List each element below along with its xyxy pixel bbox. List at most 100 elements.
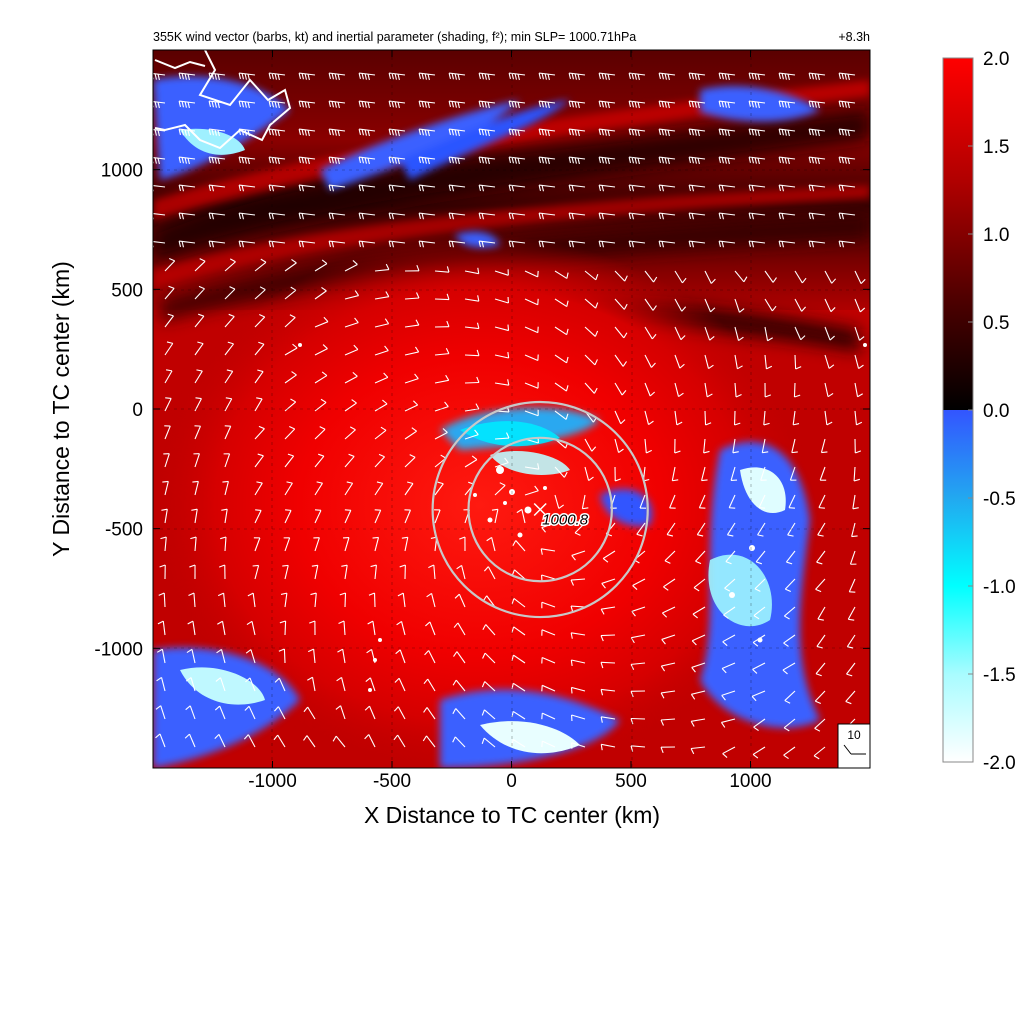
wind-barb-shaft [344,565,348,580]
y-tick-label: 1000 [101,161,143,182]
wind-barb-shaft [816,550,826,563]
wind-barb-flag [571,157,574,164]
wind-barb-shaft [509,240,526,244]
wind-barb-flag [650,362,656,368]
wind-barb-flag [214,101,217,108]
wind-barb-flag [352,260,358,265]
wind-barb-shaft [674,326,682,340]
wind-barb-flag [537,463,540,470]
wind-barb-flag [252,564,259,567]
wind-barb-shaft [209,72,226,76]
wind-barb-flag [244,705,250,711]
wind-barb-flag [621,390,627,396]
wind-barb-flag [364,705,370,711]
wind-barb-shaft [254,398,263,412]
wind-barb-flag [274,706,279,712]
wind-barb-flag [732,451,739,454]
wind-barb-flag [844,73,847,80]
wind-barb-shaft [209,100,226,104]
wind-barb-shaft [639,494,646,509]
wind-barb-shaft [719,100,736,104]
wind-barb-shaft [250,649,256,664]
wind-barb-shaft [329,128,346,132]
wind-barb-flag [484,73,487,80]
wind-barb-flag [211,157,214,164]
wind-barb-flag [598,156,602,164]
wind-barb-flag [692,613,698,619]
wind-barb-shaft [734,326,740,341]
wind-barb-shaft [614,410,622,425]
wind-barb-shaft [791,438,796,453]
wind-barb-flag [311,564,318,567]
wind-barb-shaft [284,262,297,272]
wind-barb-shaft [581,494,586,509]
wind-barb-flag [718,156,722,164]
wind-barb-shaft [783,746,796,756]
wind-barb-flag [791,451,798,454]
wind-barb-flag [370,564,377,568]
wind-barb-shaft [539,128,556,132]
wind-barb-flag [751,73,754,80]
wind-barb-flag [391,129,394,136]
wind-barb-shaft [782,662,796,671]
wind-barb-flag [303,735,308,741]
wind-barb-flag [481,185,484,192]
wind-barb-flag [757,130,760,137]
wind-barb-flag [337,158,340,165]
wind-barb-flag [222,480,229,483]
wind-barb-shaft [602,550,616,559]
wind-barb-flag [361,73,364,80]
wind-barb-shaft [809,128,826,132]
wind-barb-shaft [164,288,175,300]
wind-barb-flag [748,128,752,136]
wind-barb-flag [623,303,628,310]
wind-barb-shaft [153,100,166,104]
wind-barb-flag [364,101,367,108]
wind-barb-shaft [601,606,616,610]
wind-barb-flag [437,481,444,485]
min-slp-label: 1000.8 [542,512,589,529]
wind-barb-shaft [284,317,296,328]
wind-barb-flag [290,398,296,403]
wind-barb-flag [348,453,355,457]
wind-barb-flag [631,185,634,192]
wind-barb-flag [748,240,752,248]
wind-barb-flag [664,73,667,80]
wind-barb-flag [691,241,694,248]
wind-barb-flag [421,101,424,108]
wind-barb-flag [811,73,814,80]
wind-barb-shaft [839,212,856,216]
wind-barb-flag [187,158,190,165]
wind-barb-flag [571,241,574,248]
wind-barb-flag [808,72,812,80]
wind-barb-flag [721,129,724,136]
wind-barb-flag [541,157,544,164]
wind-barb-shaft [419,72,436,76]
vortex-red-core [153,235,810,768]
x-axis-ticks: -1000 -500 0 500 1000 [248,50,772,792]
wind-barb-flag [514,129,517,136]
wind-barb-shaft [764,270,774,283]
wind-barb-shaft [524,298,538,306]
wind-barb-flag [778,100,782,108]
wind-barb-flag [188,592,195,597]
wind-barb-flag [694,129,697,136]
wind-barb-shaft [764,354,767,369]
wind-barb-flag [211,73,214,80]
wind-barb-flag [857,393,863,398]
wind-barb-flag [474,429,479,435]
coastline-japan [154,50,292,150]
wind-barb-shaft [764,298,773,312]
wind-barb-shaft [449,212,466,216]
wind-barb-flag [247,158,250,165]
wind-barb-flag [459,536,466,540]
wind-barb-flag [570,605,574,612]
wind-barb-flag [277,102,280,109]
wind-barb-flag [787,74,790,81]
colorbar-ticks: 2.01.51.00.50.0-0.5-1.0-1.5-2.0 [968,49,1016,774]
wind-barb-shaft [839,240,856,244]
x-tick-label: -1000 [248,771,297,792]
wind-barb-flag [541,241,544,248]
wind-barb-flag [601,213,604,220]
wind-barb-flag [366,648,372,654]
